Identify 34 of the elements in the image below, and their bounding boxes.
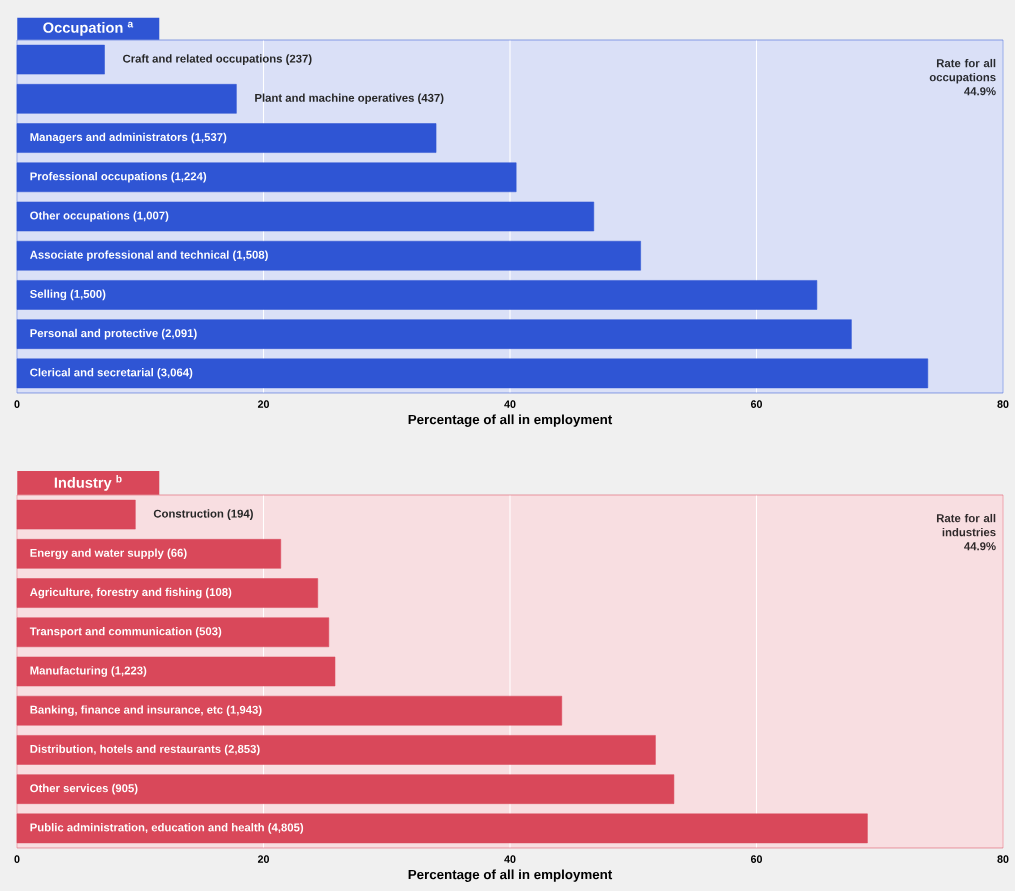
- y-tick-label: Agriculture, forestry and fishing (108): [29, 587, 232, 599]
- x-tick-label: 80: [997, 400, 1009, 408]
- x-tick-label: 40: [504, 855, 516, 863]
- y-tick-label: Craft and related occupations (237): [123, 54, 312, 65]
- y-tick-label: Selling (1,500): [30, 289, 106, 301]
- x-tick-label: 60: [750, 400, 762, 408]
- x-tick-label: 40: [504, 400, 516, 408]
- y-tick-label: Transport and communication (503): [29, 626, 222, 638]
- y-tick-label: Clerical and secretarial (3,064): [30, 368, 193, 379]
- y-tick-label: Plant and machine operatives (437): [255, 93, 444, 105]
- x-tick-label: 60: [750, 855, 762, 863]
- y-tick-label: Banking, finance and insurance, etc (1,943): [30, 705, 262, 717]
- x-tick-label: 0: [14, 400, 20, 408]
- x-tick-label: 0: [14, 855, 20, 863]
- x-tick-label: 80: [997, 855, 1009, 863]
- y-tick-label: Other services (905): [30, 783, 138, 795]
- y-tick-label: Other occupations (1,007): [30, 211, 169, 222]
- y-tick-label: Managers and administrators (1,537): [30, 132, 227, 144]
- annotation: Rate for all industries 44.9%: [936, 513, 996, 551]
- chart-title: Occupation $^{a}$: [43, 21, 134, 36]
- y-tick-label: Energy and water supply (66): [30, 548, 187, 560]
- y-tick-label: Construction (194): [153, 509, 253, 520]
- x-axis-title: Percentage of all in employment: [408, 414, 613, 427]
- y-tick-label: Public administration, education and health (4,805): [30, 823, 304, 834]
- y-tick-label: Personal and protective (2,091): [30, 328, 197, 340]
- y-tick-label: Professional occupations (1,224): [30, 171, 207, 183]
- chart-title: Industry $^{b}$: [54, 474, 122, 491]
- x-axis-title: Percentage of all in employment: [408, 869, 613, 882]
- y-tick-label: Manufacturing (1,223): [30, 666, 147, 677]
- y-tick-label: Distribution, hotels and restaurants (2,853): [30, 744, 260, 756]
- x-tick-label: 20: [257, 400, 269, 408]
- x-tick-label: 20: [257, 855, 269, 863]
- y-tick-label: Associate professional and technical (1,508): [29, 250, 268, 261]
- annotation: Rate for all occupations 44.9%: [929, 58, 996, 96]
